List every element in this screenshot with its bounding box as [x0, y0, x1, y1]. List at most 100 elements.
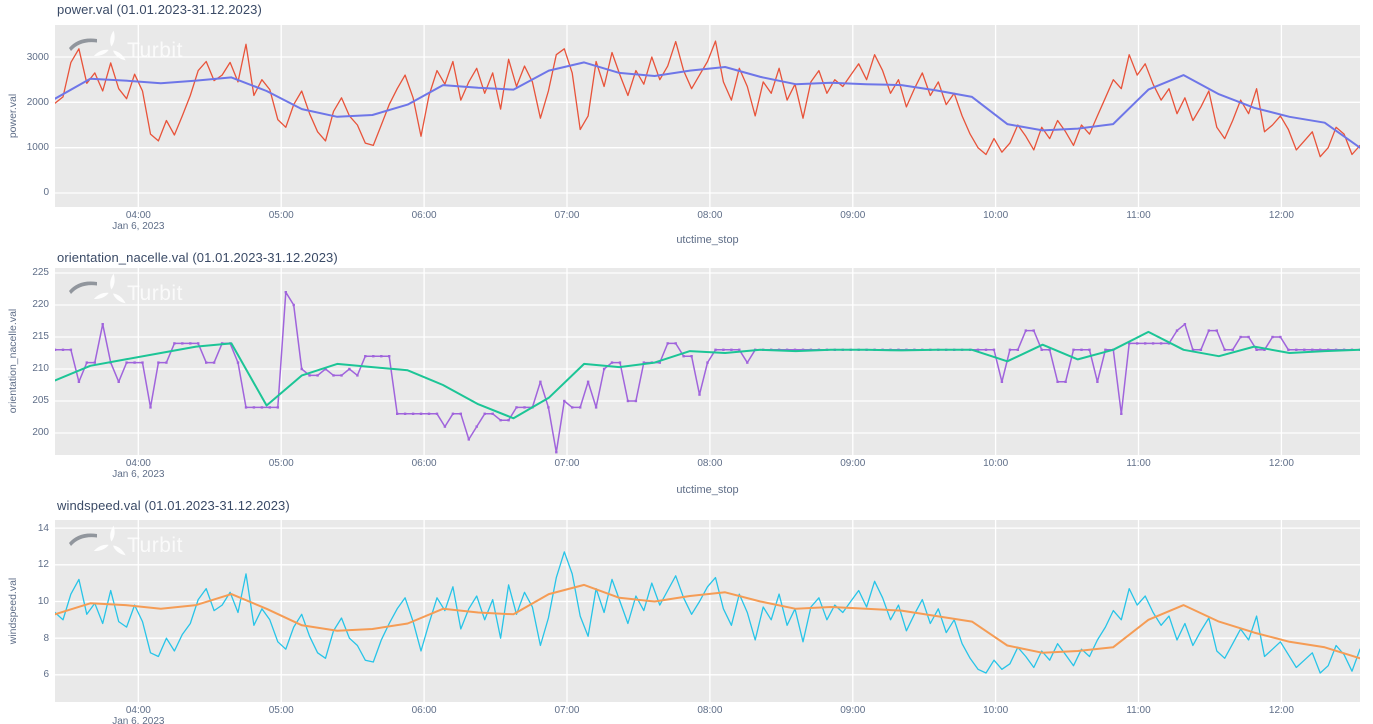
orientation-marker[interactable]	[1072, 348, 1075, 351]
orientation-marker[interactable]	[157, 361, 160, 364]
orientation-marker[interactable]	[698, 393, 701, 396]
orientation-marker[interactable]	[722, 348, 725, 351]
orientation-marker[interactable]	[1263, 348, 1266, 351]
orientation-marker[interactable]	[252, 406, 256, 409]
orientation-marker[interactable]	[61, 348, 65, 351]
orientation-marker[interactable]	[976, 348, 980, 351]
orientation-marker[interactable]	[666, 342, 669, 345]
orientation-marker[interactable]	[149, 406, 152, 409]
orientation-marker[interactable]	[1207, 329, 1210, 332]
orientation-marker[interactable]	[236, 361, 240, 364]
orientation-marker[interactable]	[491, 412, 494, 415]
orientation-marker[interactable]	[1199, 348, 1203, 351]
orientation-marker[interactable]	[308, 374, 311, 377]
orientation-marker[interactable]	[340, 374, 343, 377]
orientation-marker[interactable]	[610, 361, 614, 364]
orientation-marker[interactable]	[1008, 348, 1012, 351]
orientation-marker[interactable]	[730, 348, 733, 351]
windspeed-plot-area[interactable]: Turbit	[55, 520, 1360, 702]
orientation-marker[interactable]	[372, 355, 375, 358]
orientation-marker[interactable]	[388, 355, 391, 358]
orientation-marker[interactable]	[316, 374, 319, 377]
orientation-marker[interactable]	[1279, 335, 1282, 339]
orientation-marker[interactable]	[658, 361, 661, 364]
orientation-marker[interactable]	[690, 355, 693, 358]
orientation-marker[interactable]	[1120, 412, 1123, 415]
orientation-marker[interactable]	[292, 303, 295, 307]
orientation-marker[interactable]	[1032, 329, 1035, 332]
orientation-marker[interactable]	[93, 361, 96, 364]
orientation-marker[interactable]	[1239, 335, 1242, 339]
orientation-marker[interactable]	[706, 361, 709, 364]
orientation-marker[interactable]	[1136, 342, 1139, 345]
power-raw-line[interactable]	[55, 40, 1360, 158]
orientation-marker[interactable]	[459, 412, 462, 415]
orientation-marker[interactable]	[324, 367, 327, 371]
orientation-marker[interactable]	[268, 406, 271, 409]
orientation-marker[interactable]	[364, 355, 367, 358]
orientation-marker[interactable]	[1159, 342, 1163, 345]
orientation-marker[interactable]	[181, 342, 184, 345]
orientation-marker[interactable]	[618, 361, 622, 364]
orientation-marker[interactable]	[467, 438, 470, 441]
orientation-marker[interactable]	[1080, 348, 1083, 351]
orientation-marker[interactable]	[1287, 348, 1290, 351]
orientation-marker[interactable]	[1040, 348, 1043, 351]
orientation-marker[interactable]	[499, 419, 502, 422]
orientation-marker[interactable]	[1024, 329, 1027, 332]
orientation-marker[interactable]	[571, 406, 574, 409]
orientation-marker[interactable]	[1311, 348, 1314, 351]
orientation-marker[interactable]	[483, 412, 486, 415]
orientation-marker[interactable]	[682, 355, 685, 358]
orientation-marker[interactable]	[189, 342, 192, 345]
orientation-marker[interactable]	[1104, 348, 1107, 351]
orientation-marker[interactable]	[1128, 342, 1131, 345]
orientation-marker[interactable]	[801, 348, 805, 351]
orientation-marker[interactable]	[539, 380, 542, 383]
orientation-marker[interactable]	[133, 361, 136, 364]
orientation-marker[interactable]	[1295, 348, 1298, 351]
orientation-marker[interactable]	[555, 451, 558, 454]
orientation-marker[interactable]	[205, 361, 208, 364]
orientation-marker[interactable]	[69, 348, 73, 351]
orientation-marker[interactable]	[284, 291, 287, 294]
orientation-marker[interactable]	[85, 361, 88, 364]
orientation-marker[interactable]	[435, 412, 439, 415]
orientation-marker[interactable]	[380, 355, 383, 358]
orientation-marker[interactable]	[165, 361, 168, 364]
power-trend-line[interactable]	[55, 61, 1360, 149]
orientation-marker[interactable]	[1271, 335, 1274, 339]
orientation-marker[interactable]	[1016, 348, 1019, 351]
orientation-marker[interactable]	[173, 342, 176, 345]
orientation-trend-line[interactable]	[55, 330, 1360, 420]
orientation-marker[interactable]	[523, 406, 526, 409]
orientation-marker[interactable]	[746, 361, 749, 364]
orientation-marker[interactable]	[586, 380, 590, 383]
orientation-marker[interactable]	[125, 361, 128, 364]
orientation-marker[interactable]	[1223, 348, 1226, 351]
orientation-marker[interactable]	[356, 374, 359, 377]
orientation-marker[interactable]	[714, 348, 717, 351]
orientation-marker[interactable]	[244, 406, 248, 409]
orientation-marker[interactable]	[212, 361, 216, 364]
orientation-marker[interactable]	[515, 406, 518, 409]
orientation-marker[interactable]	[403, 412, 407, 415]
orientation-marker[interactable]	[1183, 323, 1187, 326]
orientation-marker[interactable]	[626, 399, 630, 403]
orientation-marker[interactable]	[1048, 348, 1051, 351]
orientation-marker[interactable]	[642, 361, 645, 364]
orientation-marker[interactable]	[411, 412, 415, 415]
orientation-marker[interactable]	[579, 406, 582, 409]
orientation-marker[interactable]	[1303, 348, 1306, 351]
orientation-marker[interactable]	[1175, 329, 1179, 332]
power-plot-area[interactable]: Turbit	[55, 25, 1360, 207]
orientation-marker[interactable]	[1255, 348, 1258, 351]
orientation-marker[interactable]	[594, 406, 598, 409]
orientation-marker[interactable]	[276, 406, 279, 409]
orientation-marker[interactable]	[1064, 380, 1067, 383]
orientation-marker[interactable]	[984, 348, 988, 351]
orientation-marker[interactable]	[77, 380, 81, 383]
orientation-marker[interactable]	[992, 348, 996, 351]
orientation-marker[interactable]	[332, 374, 335, 377]
orientation-marker[interactable]	[738, 348, 741, 351]
